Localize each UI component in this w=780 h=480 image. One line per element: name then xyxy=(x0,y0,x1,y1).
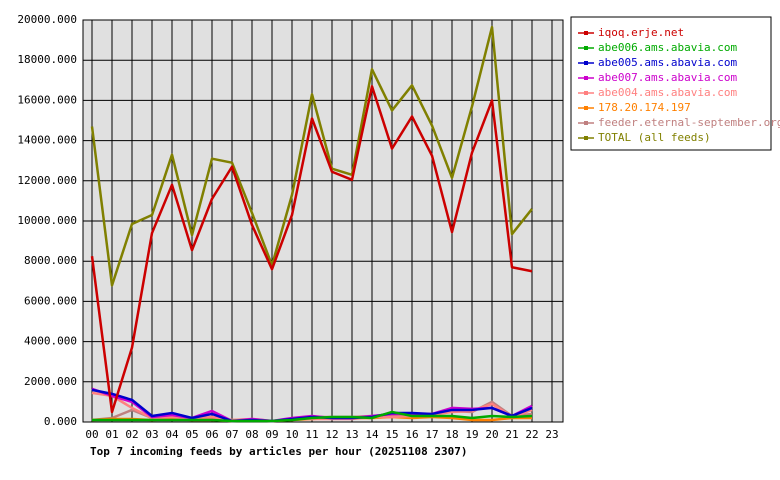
series-line xyxy=(90,25,533,287)
y-tick-label: 12000.000 xyxy=(17,174,77,187)
x-tick-label: 04 xyxy=(165,428,179,441)
legend-label: abe004.ams.abavia.com xyxy=(598,86,737,99)
legend-label: abe007.ams.abavia.com xyxy=(598,71,737,84)
x-tick-label: 16 xyxy=(405,428,418,441)
x-tick-label: 20 xyxy=(485,428,498,441)
legend-marker xyxy=(584,61,588,65)
y-tick-label: 2000.000 xyxy=(24,375,77,388)
y-tick-label: 16000.000 xyxy=(17,93,77,106)
series-line xyxy=(90,85,533,414)
x-tick-label: 10 xyxy=(285,428,298,441)
y-tick-label: 8000.000 xyxy=(24,254,77,267)
legend-label: TOTAL (all feeds) xyxy=(598,131,711,144)
x-tick-label: 00 xyxy=(85,428,98,441)
x-tick-label: 07 xyxy=(225,428,238,441)
x-tick-label: 17 xyxy=(425,428,438,441)
legend-label: abe006.ams.abavia.com xyxy=(598,41,737,54)
x-tick-label: 02 xyxy=(125,428,138,441)
y-tick-label: 6000.000 xyxy=(24,294,77,307)
y-tick-label: 10000.000 xyxy=(17,214,77,227)
x-tick-label: 14 xyxy=(365,428,379,441)
legend-label: feeder.eternal-september.org xyxy=(598,116,780,129)
x-tick-label: 13 xyxy=(345,428,358,441)
x-tick-label: 09 xyxy=(265,428,278,441)
x-tick-label: 19 xyxy=(465,428,478,441)
legend-marker xyxy=(584,46,588,50)
y-tick-label: 14000.000 xyxy=(17,134,77,147)
y-tick-label: 20000.000 xyxy=(17,13,77,26)
x-tick-label: 11 xyxy=(305,428,318,441)
x-tick-label: 21 xyxy=(505,428,518,441)
x-tick-label: 15 xyxy=(385,428,398,441)
chart-title: Top 7 incoming feeds by articles per hou… xyxy=(90,445,468,458)
legend-marker xyxy=(584,31,588,35)
legend-marker xyxy=(584,91,588,95)
x-tick-label: 08 xyxy=(245,428,258,441)
legend-marker xyxy=(584,76,588,80)
legend-marker xyxy=(584,106,588,110)
x-tick-label: 18 xyxy=(445,428,458,441)
series-line xyxy=(92,410,533,423)
legend-marker xyxy=(584,136,588,140)
legend-label: iqoq.erje.net xyxy=(598,26,684,39)
legend-box xyxy=(570,16,772,151)
y-tick-label: 4000.000 xyxy=(24,335,77,348)
y-tick-label: 0.000 xyxy=(44,415,77,428)
x-tick-label: 06 xyxy=(205,428,218,441)
legend-label: abe005.ams.abavia.com xyxy=(598,56,737,69)
x-tick-label: 22 xyxy=(525,428,538,441)
y-tick-label: 18000.000 xyxy=(17,53,77,66)
legend-marker xyxy=(584,121,588,125)
x-tick-label: 01 xyxy=(105,428,118,441)
x-tick-label: 12 xyxy=(325,428,338,441)
x-tick-label: 23 xyxy=(545,428,558,441)
legend-label: 178.20.174.197 xyxy=(598,101,691,114)
x-tick-label: 05 xyxy=(185,428,198,441)
x-tick-label: 03 xyxy=(145,428,158,441)
